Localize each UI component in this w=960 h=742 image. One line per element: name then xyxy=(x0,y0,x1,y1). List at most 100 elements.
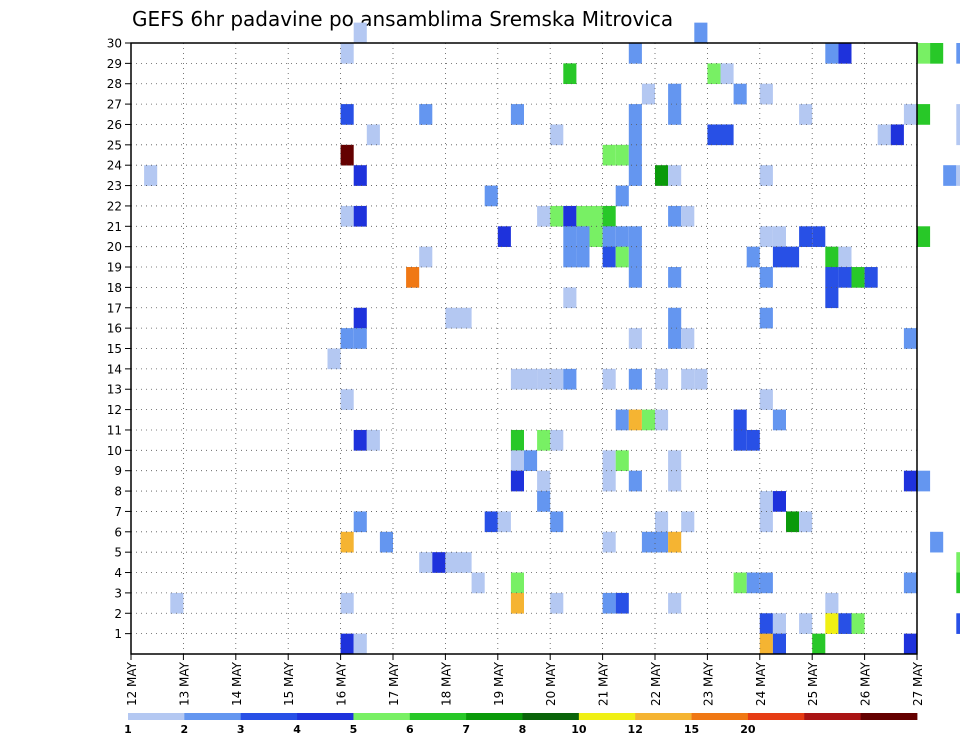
heatmap-cell xyxy=(353,511,367,533)
heatmap-cell xyxy=(668,328,682,349)
heatmap-cell xyxy=(759,633,773,655)
heatmap-cell xyxy=(458,307,472,329)
y-tick-label: 7 xyxy=(114,505,122,519)
colorbar-swatch xyxy=(353,713,411,720)
heatmap-cell xyxy=(838,613,852,634)
heatmap-cell xyxy=(668,450,682,471)
colorbar-swatch xyxy=(297,713,354,720)
heatmap-cell xyxy=(838,43,852,64)
heatmap-cell xyxy=(602,205,616,227)
y-tick-label: 15 xyxy=(107,342,122,356)
colorbar-swatch xyxy=(409,713,467,720)
heatmap-cell xyxy=(550,592,564,614)
plot-frame xyxy=(130,42,918,655)
heatmap-cell xyxy=(641,531,655,553)
heatmap-cell xyxy=(576,226,590,247)
heatmap-cell xyxy=(484,511,498,533)
heatmap-cell xyxy=(589,205,603,227)
heatmap-cell xyxy=(327,348,341,370)
heatmap-cell xyxy=(353,328,367,349)
y-tick-label: 30 xyxy=(107,37,122,51)
heatmap-cell xyxy=(707,124,721,146)
colorbar-label: 15 xyxy=(684,723,699,736)
heatmap-cell xyxy=(956,552,960,573)
heatmap-cell xyxy=(759,511,773,533)
heatmap-cell xyxy=(510,470,524,492)
heatmap-cell xyxy=(550,511,564,533)
heatmap-cell xyxy=(668,470,682,492)
colorbar-label: 5 xyxy=(350,723,358,736)
heatmap-cell xyxy=(930,531,944,553)
colorbar: 1 2 3 4 5 6 7 8 10 12 15 20 xyxy=(124,713,918,736)
heatmap-cell xyxy=(707,63,721,85)
heatmap-cell xyxy=(419,104,433,125)
heatmap-cell xyxy=(917,470,931,492)
x-tick-label: 24 MAY xyxy=(754,661,768,706)
y-tick-label: 22 xyxy=(107,199,122,213)
heatmap-cell xyxy=(733,572,747,594)
heatmap-cell xyxy=(930,43,944,64)
heatmap-cell xyxy=(655,511,669,533)
heatmap-cell xyxy=(943,165,957,186)
heatmap-cell xyxy=(628,328,642,349)
y-tick-label: 8 xyxy=(114,485,122,499)
colorbar-swatch xyxy=(128,713,185,720)
y-tick-label: 27 xyxy=(107,98,122,112)
y-tick-label: 12 xyxy=(107,403,122,417)
y-tick-label: 19 xyxy=(107,261,122,275)
heatmap-cell xyxy=(956,572,960,594)
y-tick-label: 24 xyxy=(107,159,122,173)
heatmap-cell xyxy=(772,613,786,634)
heatmap-cell xyxy=(746,572,760,594)
heatmap-cell xyxy=(759,307,773,329)
x-tick-label: 23 MAY xyxy=(701,661,715,706)
heatmap-cell xyxy=(602,144,616,166)
heatmap-cell xyxy=(668,267,682,288)
heatmap-cell xyxy=(510,429,524,451)
heatmap-cell xyxy=(550,124,564,146)
heatmap-cell xyxy=(655,368,669,390)
y-tick-label: 29 xyxy=(107,57,122,71)
heatmap-cell xyxy=(628,124,642,146)
y-tick-label: 4 xyxy=(114,566,122,580)
heatmap-cell xyxy=(903,633,917,655)
colorbar-label: 7 xyxy=(462,723,470,736)
heatmap-cell xyxy=(641,409,655,431)
heatmap-cell xyxy=(772,246,786,268)
heatmap-cell xyxy=(733,83,747,105)
heatmap-cell xyxy=(524,450,538,471)
heatmap-cell xyxy=(864,267,878,288)
y-tick-label: 13 xyxy=(107,383,122,397)
heatmap-cell xyxy=(838,267,852,288)
heatmap-cell xyxy=(759,267,773,288)
heatmap-cell xyxy=(628,409,642,431)
colorbar-label: 8 xyxy=(519,723,527,736)
heatmap-cell xyxy=(340,144,354,166)
heatmap-cell xyxy=(550,429,564,451)
heatmap-cell xyxy=(563,246,577,268)
heatmap-cell xyxy=(537,205,551,227)
heatmap-cell xyxy=(340,205,354,227)
heatmap-cell xyxy=(602,531,616,553)
heatmap-cell xyxy=(681,511,695,533)
heatmap-cell xyxy=(484,185,498,207)
heatmap-cell xyxy=(353,22,367,44)
heatmap-cell xyxy=(668,592,682,614)
heatmap-cell xyxy=(759,613,773,634)
y-tick-label: 10 xyxy=(107,444,122,458)
heatmap-cell xyxy=(759,389,773,410)
heatmap-cell xyxy=(615,592,629,614)
heatmap-cell xyxy=(576,246,590,268)
heatmap-cell xyxy=(759,226,773,247)
heatmap-cell xyxy=(956,613,960,634)
colorbar-label: 4 xyxy=(293,723,301,736)
heatmap-cell xyxy=(589,226,603,247)
y-tick-label: 20 xyxy=(107,240,122,254)
heatmap-cell xyxy=(340,43,354,64)
heatmap-cell xyxy=(772,226,786,247)
x-tick-label: 16 MAY xyxy=(335,661,349,706)
heatmap-cell xyxy=(720,63,734,85)
heatmap-cell xyxy=(353,633,367,655)
colorbar-label: 12 xyxy=(628,723,643,736)
heatmap-cell xyxy=(432,552,446,573)
